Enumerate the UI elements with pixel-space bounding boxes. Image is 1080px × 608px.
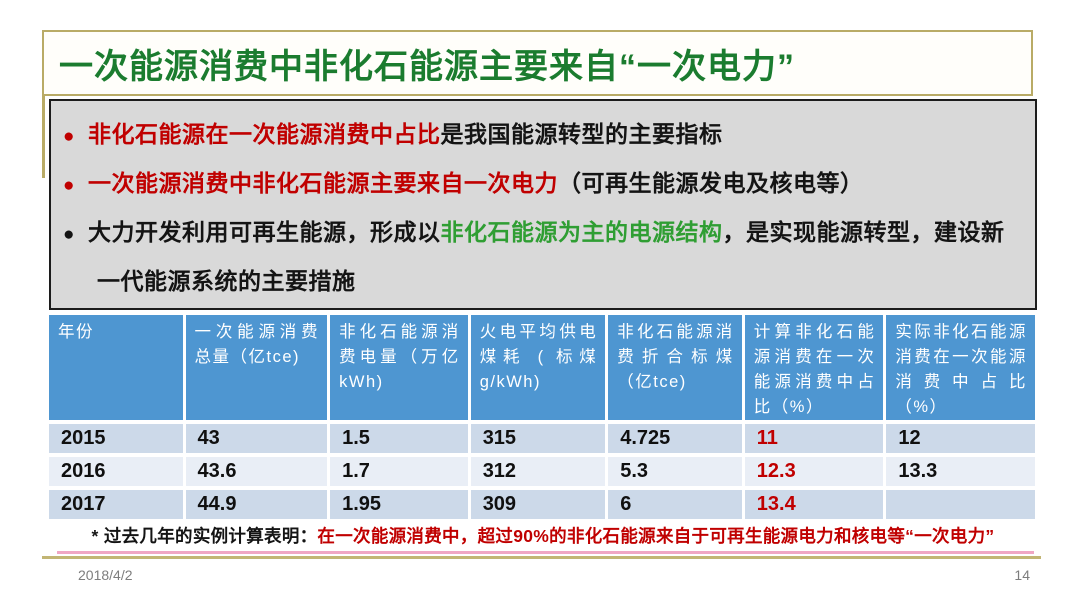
bullet-text-black: （可再生能源发电及核电等） xyxy=(557,170,864,196)
table-row-2016: 2016 43.6 1.7 312 5.3 12.3 13.3 xyxy=(49,457,1035,487)
table-cell: 5.3 xyxy=(608,457,742,487)
data-table: 年份 一次能源消费总量（亿tce) 非化石能源消费电量（万亿kWh) 火电平均供… xyxy=(46,311,1038,523)
table-cell: 315 xyxy=(470,424,606,454)
table-cell: 43 xyxy=(185,424,328,454)
column-header-actual-share: 实际非化石能源消费在一次能源消费中占比（%） xyxy=(886,315,1035,421)
bullet-marker-icon: ● xyxy=(63,224,75,245)
bullet-text-black: ，是实现能源转型，建设新一代能源系统的主要措施 xyxy=(97,219,1005,294)
table-cell: 12 xyxy=(886,424,1035,454)
bullet-item-1: ● 非化石能源在一次能源消费中占比是我国能源转型的主要指标 xyxy=(63,111,1019,160)
table-cell: 312 xyxy=(470,457,606,487)
table-cell: 309 xyxy=(470,490,606,520)
bullet-item-3: ● 大力开发利用可再生能源，形成以非化石能源为主的电源结构，是实现能源转型，建设新… xyxy=(63,209,1019,304)
title-bar: 一次能源消费中非化石能源主要来自“一次电力” xyxy=(42,30,1033,96)
divider-pink xyxy=(57,551,1034,554)
page-title: 一次能源消费中非化石能源主要来自“一次电力” xyxy=(59,47,795,86)
table-cell: 4.725 xyxy=(608,424,742,454)
column-header-coal-rate: 火电平均供电煤耗 ( 标煤 g/kWh) xyxy=(470,315,606,421)
table-cell: 2017 xyxy=(49,490,183,520)
table-cell: 43.6 xyxy=(185,457,328,487)
footnote: * 过去几年的实例计算表明：在一次能源消费中，超过90%的非化石能源来自于可再生… xyxy=(48,523,1038,548)
table-cell-highlight: 13.4 xyxy=(744,490,884,520)
page-number: 14 xyxy=(1014,567,1030,583)
column-header-nonfossil-electricity: 非化石能源消费电量（万亿kWh) xyxy=(330,315,468,421)
footnote-highlight: 在一次能源消费中，超过90%的非化石能源来自于可再生能源电力和核电等“一次电力” xyxy=(317,526,995,546)
table-cell: 44.9 xyxy=(185,490,328,520)
left-accent-line xyxy=(42,96,45,178)
table-cell: 2016 xyxy=(49,457,183,487)
bullet-text-green: 非化石能源为主的电源结构 xyxy=(440,219,723,245)
bullet-marker-icon: ● xyxy=(63,175,75,196)
table-cell-highlight: 11 xyxy=(744,424,884,454)
divider-tan xyxy=(42,556,1041,559)
table-cell: 1.95 xyxy=(330,490,468,520)
bullet-text-black: 大力开发利用可再生能源，形成以 xyxy=(87,219,441,245)
column-header-total-consumption: 一次能源消费总量（亿tce) xyxy=(185,315,328,421)
table-cell: 6 xyxy=(608,490,742,520)
key-points-panel: ● 非化石能源在一次能源消费中占比是我国能源转型的主要指标 ● 一次能源消费中非化石… xyxy=(49,99,1037,310)
column-header-nonfossil-coal-equiv: 非化石能源消费折合标煤（亿tce) xyxy=(608,315,742,421)
bullet-text-black: 是我国能源转型的主要指标 xyxy=(440,121,723,147)
table-cell: 2015 xyxy=(49,424,183,454)
table-cell: 13.3 xyxy=(886,457,1035,487)
bullet-marker-icon: ● xyxy=(63,126,75,147)
footnote-prefix: * 过去几年的实例计算表明： xyxy=(91,526,318,546)
table-cell: 1.7 xyxy=(330,457,468,487)
column-header-year: 年份 xyxy=(49,315,183,421)
table-cell xyxy=(886,490,1035,520)
table-row-2015: 2015 43 1.5 315 4.725 11 12 xyxy=(49,424,1035,454)
table-cell: 1.5 xyxy=(330,424,468,454)
bullet-text-red: 非化石能源在一次能源消费中占比 xyxy=(87,121,441,147)
bullet-item-2: ● 一次能源消费中非化石能源主要来自一次电力（可再生能源发电及核电等） xyxy=(63,160,1019,209)
bullet-text-red: 一次能源消费中非化石能源主要来自一次电力 xyxy=(87,170,558,196)
column-header-calc-share: 计算非化石能源消费在一次能源消费中占比（%） xyxy=(744,315,884,421)
table-row-2017: 2017 44.9 1.95 309 6 13.4 xyxy=(49,490,1035,520)
slide-date: 2018/4/2 xyxy=(78,567,133,583)
table-header-row: 年份 一次能源消费总量（亿tce) 非化石能源消费电量（万亿kWh) 火电平均供… xyxy=(49,315,1035,421)
table-cell-highlight: 12.3 xyxy=(744,457,884,487)
